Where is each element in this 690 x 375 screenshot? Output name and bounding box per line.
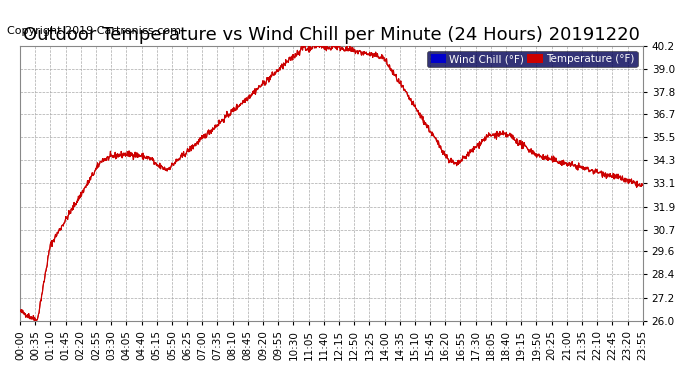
Legend: Wind Chill (°F), Temperature (°F): Wind Chill (°F), Temperature (°F) — [427, 51, 638, 68]
Text: Copyright 2019 Cartronics.com: Copyright 2019 Cartronics.com — [7, 26, 181, 36]
Title: Outdoor Temperature vs Wind Chill per Minute (24 Hours) 20191220: Outdoor Temperature vs Wind Chill per Mi… — [23, 26, 640, 44]
